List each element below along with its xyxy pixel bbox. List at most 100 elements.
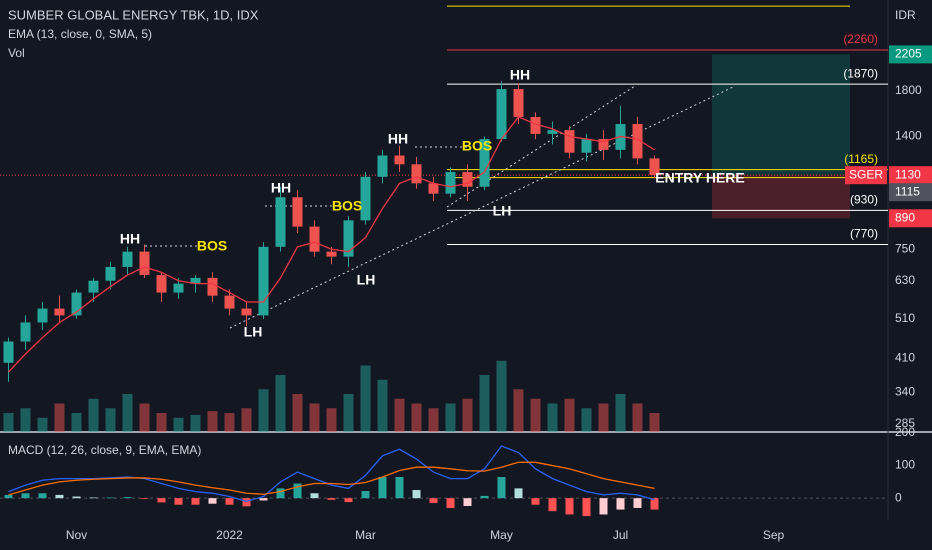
y-tick-label: 340	[895, 384, 915, 398]
volume-bar	[343, 394, 354, 432]
candle-body	[173, 283, 184, 293]
macd-line	[8, 461, 655, 496]
macd-title: MACD (12, 26, close, 9, EMA, EMA)	[8, 443, 201, 457]
macd-histogram	[616, 498, 625, 510]
candle-body	[513, 89, 524, 117]
profit-zone	[712, 54, 850, 176]
candle-body	[632, 124, 643, 159]
volume-bar	[615, 394, 626, 432]
volume-bar	[360, 365, 371, 432]
candle-body	[224, 295, 235, 309]
y-tick-label: 200	[895, 425, 915, 439]
candle-body	[275, 197, 286, 247]
macd-histogram	[106, 497, 115, 499]
candle-body	[462, 172, 473, 187]
macd-histogram	[633, 498, 642, 508]
x-tick-label: Jul	[613, 528, 628, 542]
macd-histogram	[242, 498, 251, 507]
candle-body	[394, 155, 405, 165]
chart-title: SUMBER GLOBAL ENERGY TBK, 1D, IDX	[8, 7, 259, 22]
volume-bar	[564, 398, 575, 432]
macd-histogram	[565, 498, 574, 515]
candle-body	[496, 89, 507, 140]
macd-histogram	[429, 498, 438, 504]
volume-bar	[105, 408, 116, 432]
macd-histogram	[157, 498, 166, 503]
macd-histogram	[4, 494, 13, 499]
volume-bar	[292, 394, 303, 432]
volume-bar	[88, 398, 99, 432]
candle-body	[649, 158, 660, 176]
price-tag	[889, 183, 932, 202]
x-tick-label: May	[490, 528, 513, 542]
volume-bar	[632, 403, 643, 432]
candle-body	[156, 275, 167, 293]
volume-bar	[3, 413, 14, 432]
symbol-label: SGER	[849, 167, 883, 181]
price-tag	[889, 209, 932, 228]
volume-bar	[581, 408, 592, 432]
macd-histogram	[599, 498, 608, 515]
volume-bar	[513, 389, 524, 432]
y-tick-label: 0	[895, 490, 902, 504]
volume-bar	[139, 403, 150, 432]
annotation: HH	[388, 131, 408, 147]
x-tick-label: Nov	[66, 528, 87, 542]
x-tick-label: Sep	[763, 528, 785, 542]
price-tag-label: 890	[895, 210, 915, 224]
price-tag-label: 2205	[895, 47, 922, 61]
macd-histogram	[344, 498, 353, 503]
macd-histogram	[310, 493, 319, 499]
macd-histogram	[225, 498, 234, 505]
macd-histogram	[259, 498, 268, 501]
volume-bar	[462, 398, 473, 432]
candle-body	[479, 139, 490, 187]
volume-bar	[122, 394, 133, 432]
annotation: HH	[271, 180, 291, 196]
volume-bar	[428, 408, 439, 432]
candle-body	[122, 251, 133, 267]
macd-histogram	[174, 498, 183, 505]
volume-bar	[598, 403, 609, 432]
y-tick-label: 630	[895, 273, 915, 287]
y-tick-label: 510	[895, 311, 915, 325]
candle-body	[258, 246, 269, 316]
candle-body	[207, 277, 218, 296]
volume-bar	[71, 413, 82, 432]
annotation: LH	[493, 203, 512, 219]
volume-bar	[156, 413, 167, 432]
macd-line	[8, 445, 655, 503]
y-tick-label: 750	[895, 241, 915, 255]
candle-body	[360, 176, 371, 221]
y-tick-label: 285	[895, 416, 915, 430]
candle-body	[377, 155, 388, 177]
annotation: LH	[357, 272, 376, 288]
candle-body	[411, 164, 422, 184]
volume-bar	[207, 411, 218, 432]
volume-bar	[173, 417, 184, 432]
ema-line	[8, 116, 655, 373]
y-tick-label: 1800	[895, 83, 922, 97]
macd-histogram	[650, 498, 659, 510]
volume-bar	[377, 379, 388, 432]
annotation: BOS	[197, 238, 227, 254]
macd-histogram	[293, 483, 302, 499]
candle-body	[292, 197, 303, 227]
volume-bar	[190, 414, 201, 432]
macd-histogram	[548, 498, 557, 512]
x-tick-label: 2022	[216, 528, 243, 542]
volume-bar	[547, 403, 558, 432]
macd-histogram	[140, 498, 149, 499]
annotation: ENTRY HERE	[655, 170, 744, 186]
annotation: BOS	[332, 198, 362, 214]
candle-body	[20, 322, 31, 342]
macd-histogram	[480, 495, 489, 499]
volume-bar	[394, 398, 405, 432]
candle-body	[241, 308, 252, 316]
price-tag-label: 1115	[895, 184, 920, 198]
macd-histogram	[361, 490, 370, 499]
macd-histogram	[497, 476, 506, 499]
volume-bar	[496, 360, 507, 432]
y-tick-label: 100	[895, 458, 915, 472]
